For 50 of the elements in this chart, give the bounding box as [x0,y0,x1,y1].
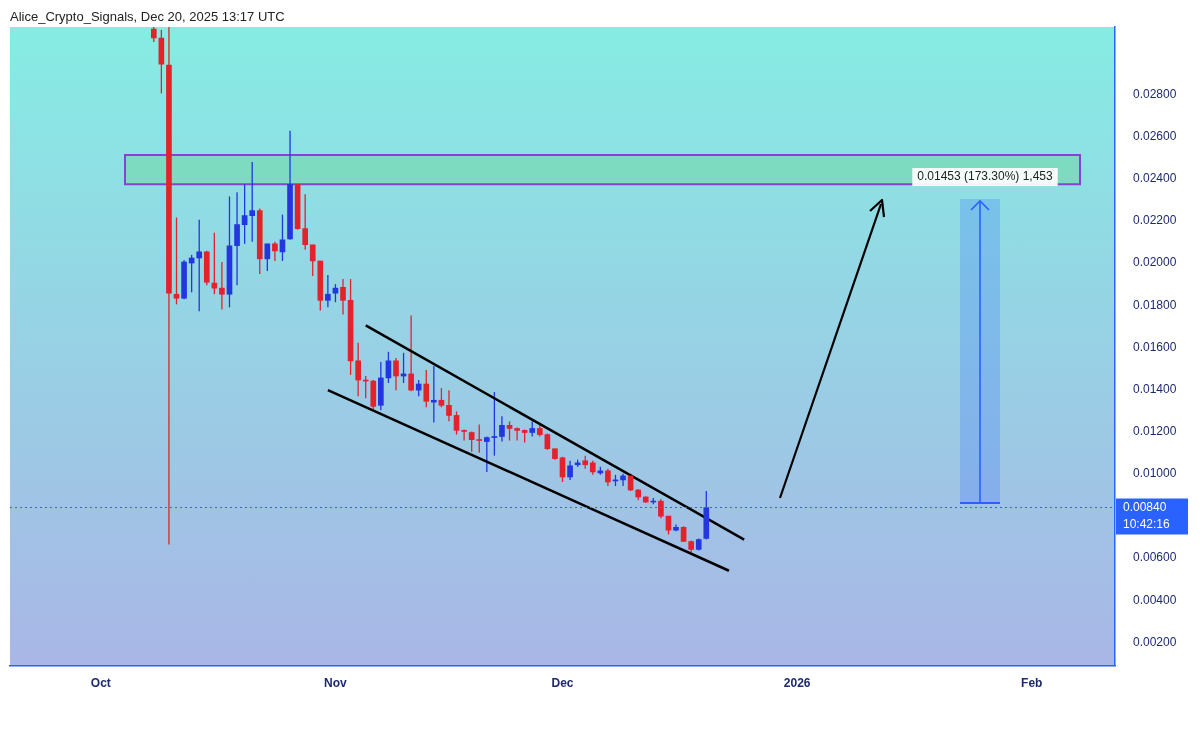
y-tick-label: 0.01400 [1133,381,1177,396]
candlestick [241,183,248,245]
candlestick [234,191,240,286]
y-tick-label: 0.00400 [1133,592,1177,607]
candlestick [332,283,339,303]
candlestick [325,274,331,308]
candlestick [309,244,316,277]
x-tick-label: Nov [324,676,348,691]
ref-line-label: 0.00840 [1123,499,1167,514]
x-tick-label: Oct [90,676,111,691]
x-tick-label: Dec [551,676,574,691]
candlestick [264,243,271,272]
text: Alice_Crypto_Signals, Dec 20, 2025 13:17 UTC [10,8,285,24]
candlestick [506,420,513,442]
y-tick-label: 0.01600 [1133,339,1177,354]
candlestick [272,241,278,262]
y-tick-label: 0.00200 [1133,634,1177,649]
candlestick [423,369,430,408]
candlestick [173,216,180,306]
annotation: 0.01453 (173.30%) 1,453 [917,169,1054,184]
y-tick-label: 0.02400 [1133,171,1177,186]
candlestick [499,415,505,443]
candlestick [393,357,399,391]
y-tick-label: 0.00600 [1133,550,1177,565]
candlestick [438,387,445,408]
candlestick [491,391,498,457]
candlestick [340,278,346,316]
y-tick-label: 0.02800 [1133,86,1177,101]
y-tick-label: 0.01000 [1133,466,1177,481]
candlestick [302,193,308,251]
y-tick-label: 0.02200 [1133,213,1177,228]
text: 10:42:16 [1123,516,1171,531]
candlestick [446,389,452,422]
candlestick [483,435,490,473]
candlestick [408,314,414,392]
candlestick [355,342,361,397]
candlestick [219,261,225,311]
x-tick-label: Feb [1021,676,1043,691]
y-tick-label: 0.02600 [1133,128,1177,143]
candlestick [567,460,573,481]
candlestick [461,428,467,442]
candlestick [196,218,203,312]
x-tick-label: 2026 [783,676,811,691]
candlestick [514,426,520,442]
candlestick [453,410,460,436]
y-tick-label: 0.02000 [1133,255,1177,270]
candlestick [249,161,256,243]
y-tick-label: 0.01200 [1133,423,1177,438]
candlestick [620,473,626,487]
y-tick-label: 0.01800 [1133,297,1177,312]
